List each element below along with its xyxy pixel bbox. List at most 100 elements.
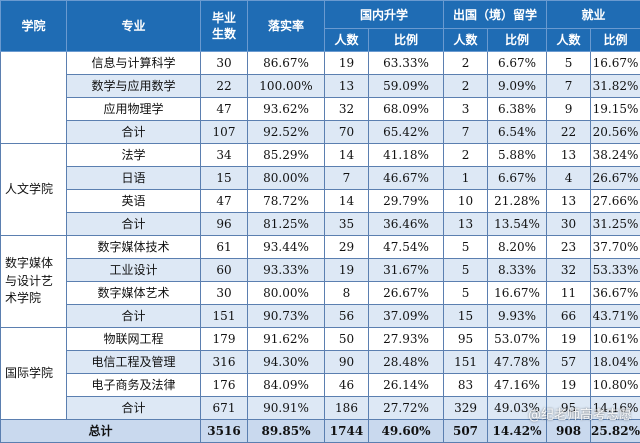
major-cell: 法学 — [66, 143, 201, 167]
rate-cell: 80.00% — [247, 281, 325, 305]
total-abroad-count-cell: 507 — [443, 419, 489, 443]
abroad-count-cell: 5 — [443, 281, 489, 305]
employment-ratio-cell: 20.56% — [590, 120, 640, 144]
graduates-cell: 179 — [200, 327, 248, 351]
abroad-count-cell: 5 — [443, 258, 489, 282]
major-cell: 合计 — [66, 120, 201, 144]
employment-count-cell: 30 — [546, 212, 592, 236]
domestic-count-cell: 186 — [324, 396, 369, 420]
graduates-cell: 151 — [200, 304, 248, 328]
employment-ratio-cell: 18.04% — [590, 350, 640, 374]
employment-ratio-cell: 38.24% — [590, 143, 640, 167]
domestic-count-cell: 46 — [324, 373, 369, 397]
total-employment-count-cell: 908 — [546, 419, 592, 443]
college-name-line: 数字媒体 — [5, 256, 54, 271]
table-row: 国际学院 物联网工程 179 91.62% 50 27.93% 95 53.07% 19 10.6… — [0, 327, 640, 420]
employment-count-cell: 9 — [546, 97, 592, 121]
graduates-cell: 671 — [200, 396, 248, 420]
rate-cell: 78.72% — [247, 189, 325, 213]
table-row: 人文学院 法学 34 85.29% 14 41.18% 2 5.88% 13 38.24% — [0, 143, 640, 236]
major-cell: 合计 — [66, 396, 201, 420]
total-employment-ratio-cell: 25.82% — [590, 419, 640, 443]
employment-count-cell: 13 — [546, 143, 592, 167]
graduates-cell: 60 — [200, 258, 248, 282]
table-body: 信息与计算科学 30 86.67% 19 63.33% 2 6.67% 5 16.67% 数学与应… — [0, 51, 640, 443]
domestic-ratio-cell: 28.48% — [367, 350, 445, 374]
employment-count-cell: 57 — [546, 350, 592, 374]
abroad-ratio-cell: 9.93% — [487, 304, 548, 328]
rate-cell: 93.62% — [247, 97, 325, 121]
domestic-ratio-cell: 27.93% — [367, 327, 445, 351]
rate-cell: 94.30% — [247, 350, 325, 374]
college-cell: 数字媒体 与设计艺 术学院 — [0, 235, 67, 328]
abroad-count-cell: 1 — [443, 166, 489, 190]
employment-ratio-cell: 10.61% — [590, 327, 640, 351]
graduates-cell: 96 — [200, 212, 248, 236]
abroad-ratio-cell: 21.28% — [487, 189, 548, 213]
total-label-cell: 总计 — [0, 419, 201, 443]
header-employment-ratio: 比例 — [590, 28, 640, 52]
rate-cell: 90.91% — [247, 396, 325, 420]
abroad-ratio-cell: 8.33% — [487, 258, 548, 282]
abroad-count-cell: 3 — [443, 97, 489, 121]
rate-cell: 93.33% — [247, 258, 325, 282]
header-graduates-line2: 生数 — [211, 27, 236, 41]
employment-count-cell: 23 — [546, 235, 592, 259]
rate-cell: 85.29% — [247, 143, 325, 167]
table-row: 数字媒体艺术 30 80.00% 8 26.67% 5 16.67% 11 36.67% — [1, 281, 640, 305]
abroad-ratio-cell: 6.67% — [487, 166, 548, 190]
domestic-ratio-cell: 37.09% — [367, 304, 445, 328]
major-cell: 电子商务及法律 — [66, 373, 201, 397]
table-row: 工业设计 60 93.33% 19 31.67% 5 8.33% 32 53.33% — [1, 258, 640, 282]
graduates-cell: 22 — [200, 74, 248, 98]
table-row: 应用物理学 47 93.62% 32 68.09% 3 6.38% 9 19.15% — [1, 97, 640, 121]
domestic-ratio-cell: 29.79% — [367, 189, 445, 213]
employment-count-cell: 19 — [546, 327, 592, 351]
header-graduates: 毕业 生数 — [200, 0, 248, 52]
employment-count-cell: 22 — [546, 120, 592, 144]
domestic-ratio-cell: 47.54% — [367, 235, 445, 259]
grand-total-row: 总计 3516 89.85% 1744 49.60% 507 14.42% 908 25.82% — [0, 419, 640, 443]
employment-ratio-cell: 10.80% — [590, 373, 640, 397]
major-cell: 数学与应用数学 — [66, 74, 201, 98]
abroad-ratio-cell: 13.54% — [487, 212, 548, 236]
abroad-count-cell: 13 — [443, 212, 489, 236]
header-employment: 就业 — [546, 0, 640, 29]
abroad-ratio-cell: 16.67% — [487, 281, 548, 305]
table-row: 数字媒体 与设计艺 术学院 数字媒体技术 61 93.44% 29 47.54% 5 8.20% 2… — [0, 235, 640, 328]
domestic-count-cell: 13 — [324, 74, 369, 98]
graduates-cell: 47 — [200, 97, 248, 121]
abroad-count-cell: 7 — [443, 120, 489, 144]
major-cell: 物联网工程 — [66, 327, 201, 351]
table-row: 电信工程及管理 316 94.30% 90 28.48% 151 47.78% 57 18.04… — [1, 350, 640, 374]
abroad-count-cell: 329 — [443, 396, 489, 420]
domestic-count-cell: 14 — [324, 143, 369, 167]
employment-count-cell: 13 — [546, 189, 592, 213]
domestic-ratio-cell: 26.14% — [367, 373, 445, 397]
subtotal-row: 合计 671 90.91% 186 27.72% 329 49.03% 95 14.16% — [1, 396, 640, 420]
header-major: 专业 — [66, 0, 201, 52]
domestic-count-cell: 50 — [324, 327, 369, 351]
domestic-count-cell: 19 — [324, 51, 369, 75]
major-cell: 日语 — [66, 166, 201, 190]
table-row: 信息与计算科学 30 86.67% 19 63.33% 2 6.67% 5 16.67% — [0, 51, 640, 144]
header-abroad-ratio: 比例 — [487, 28, 548, 52]
employment-count-cell: 4 — [546, 166, 592, 190]
college-cell: 国际学院 — [0, 327, 67, 420]
graduates-cell: 316 — [200, 350, 248, 374]
major-cell: 电信工程及管理 — [66, 350, 201, 374]
graduates-cell: 15 — [200, 166, 248, 190]
domestic-ratio-cell: 46.67% — [367, 166, 445, 190]
employment-count-cell: 66 — [546, 304, 592, 328]
domestic-count-cell: 8 — [324, 281, 369, 305]
abroad-count-cell: 95 — [443, 327, 489, 351]
header-employment-count: 人数 — [546, 28, 592, 52]
employment-count-cell: 7 — [546, 74, 592, 98]
abroad-count-cell: 5 — [443, 235, 489, 259]
employment-count-cell: 95 — [546, 396, 592, 420]
employment-ratio-cell: 37.70% — [590, 235, 640, 259]
employment-ratio-cell: 27.66% — [590, 189, 640, 213]
header-abroad-count: 人数 — [443, 28, 489, 52]
rate-cell: 100.00% — [247, 74, 325, 98]
